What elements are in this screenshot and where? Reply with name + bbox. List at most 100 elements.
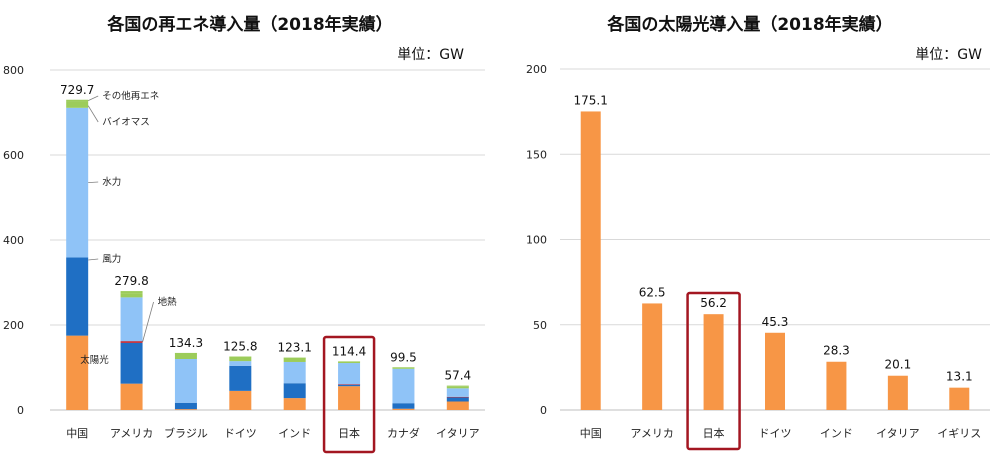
bar-segment-hydro — [446, 388, 469, 397]
bar-segment-hydro — [283, 361, 306, 384]
bar-segment-biomass — [229, 356, 252, 362]
x-tick-label: アメリカ — [630, 427, 673, 440]
series-annotation-solar: 太陽光 — [80, 354, 109, 366]
y-tick-label: 400 — [3, 234, 24, 247]
total-data-label: 729.7 — [60, 83, 94, 97]
bar-segment-wind — [392, 403, 415, 409]
annotation-leader-line — [88, 181, 99, 184]
bar-segment-biomass — [446, 386, 469, 389]
y-tick-label: 50 — [533, 319, 547, 332]
bar-data-label: 13.1 — [946, 370, 973, 384]
bar-segment-solar — [283, 398, 306, 410]
bar-segment-solar — [446, 401, 469, 410]
highlight-box — [686, 291, 741, 451]
solar-chart-title: 各国の太陽光導入量（2018年実績） — [607, 15, 893, 35]
bar-segment-solar — [120, 383, 143, 410]
x-tick-label: アメリカ — [110, 427, 153, 440]
total-data-label: 123.1 — [278, 341, 312, 355]
annotation-leader-line — [87, 105, 99, 123]
bar-segment-solar — [338, 386, 361, 410]
y-tick-label: 200 — [526, 63, 547, 76]
total-data-label: 57.4 — [444, 369, 471, 383]
bar-segment-other — [229, 356, 252, 358]
bar-segment-hydro — [392, 368, 415, 404]
bar-segment-biomass — [392, 367, 415, 369]
bar-data-label: 45.3 — [762, 315, 789, 329]
x-tick-label: ブラジル — [164, 426, 208, 440]
bar-segment-other — [338, 361, 361, 362]
total-data-label: 279.8 — [114, 274, 148, 288]
bar — [826, 361, 847, 410]
bar-data-label: 28.3 — [823, 344, 850, 358]
bar-segment-hydro — [338, 363, 361, 385]
x-tick-label: 中国 — [66, 427, 88, 440]
bar-segment-solar — [229, 390, 252, 410]
bar — [765, 332, 785, 410]
renewables-chart-title: 各国の再エネ導入量（2018年実績） — [107, 15, 393, 35]
annotation-leader-line — [142, 301, 154, 343]
y-tick-label: 200 — [3, 319, 24, 332]
bar-segment-biomass — [283, 357, 306, 362]
bar-segment-geothermal — [446, 396, 469, 398]
bar-segment-other — [446, 385, 469, 387]
bar-segment-biomass — [174, 353, 197, 359]
y-tick-label: 0 — [540, 404, 547, 417]
bar — [580, 111, 601, 410]
solar-bar-chart: 0 50 100 150 200 175.1 中国 62.5 アメリカ 56.2 日本 45.3 ドイツ… — [526, 63, 990, 451]
bar-segment-hydro — [120, 297, 143, 342]
bar-segment-hydro — [229, 361, 252, 366]
bar-segment-wind — [229, 365, 252, 391]
solar-unit-label: 単位：GW — [915, 47, 982, 63]
x-tick-label: ドイツ — [224, 427, 257, 440]
y-tick-label: 150 — [526, 148, 547, 161]
total-data-label: 99.5 — [390, 351, 417, 365]
y-tick-label: 100 — [526, 234, 547, 247]
bar — [642, 303, 663, 410]
bar-segment-wind — [174, 402, 197, 410]
bar-segment-solar — [174, 409, 197, 410]
y-tick-label: 600 — [3, 149, 24, 162]
bar-segment-wind — [446, 397, 469, 402]
x-tick-label: 日本 — [703, 426, 725, 440]
bar-segment-solar — [66, 335, 89, 410]
renewables-stacked-bar-chart: 0 200 400 600 800 729.7 中国 279.8 アメリカ 134.3 ブラジル 12… — [3, 64, 485, 454]
bar-data-label: 175.1 — [574, 93, 608, 107]
annotation-leader-line — [88, 258, 99, 261]
bar-segment-hydro — [66, 107, 89, 258]
x-tick-label: インド — [820, 427, 853, 440]
bar — [703, 314, 724, 410]
solar-chart-panel: 0 50 100 150 200 175.1 中国 62.5 アメリカ 56.2 日本 45.3 ドイツ… — [500, 0, 1000, 469]
x-tick-label: イタリア — [436, 427, 480, 440]
x-tick-label: 中国 — [580, 427, 602, 440]
bar-segment-other — [174, 352, 197, 354]
bar-segment-biomass — [120, 293, 143, 298]
bar-segment-biomass — [338, 361, 361, 364]
bar-segment-geothermal — [338, 384, 361, 385]
series-annotation-hydro: 水力 — [102, 176, 121, 188]
x-tick-label: イタリア — [876, 427, 920, 440]
annotation-leader-line — [88, 95, 99, 101]
x-tick-label: イギリス — [937, 427, 981, 440]
bar — [887, 375, 908, 410]
bar-segment-biomass — [66, 101, 89, 108]
x-tick-label: インド — [278, 427, 311, 440]
bar-segment-other — [66, 99, 89, 102]
series-annotation-biomass: バイオマス — [102, 117, 150, 128]
bar-segment-hydro — [174, 359, 197, 403]
x-tick-label: カナダ — [387, 426, 420, 440]
bar-segment-geothermal — [120, 341, 143, 343]
renewables-chart-panel: 0 200 400 600 800 729.7 中国 279.8 アメリカ 134.3 ブラジル 12… — [3, 15, 485, 454]
x-tick-label: 日本 — [338, 426, 360, 440]
bar-segment-solar — [392, 408, 415, 410]
bar-data-label: 56.2 — [700, 296, 727, 310]
total-data-label: 125.8 — [223, 340, 257, 354]
total-data-label: 114.4 — [332, 344, 366, 358]
y-tick-label: 0 — [17, 404, 24, 417]
series-annotation-other: その他再エネ — [102, 90, 159, 102]
bar-segment-wind — [66, 257, 89, 336]
bar-data-label: 62.5 — [639, 285, 666, 299]
bar-segment-other — [283, 357, 306, 359]
x-tick-label: ドイツ — [759, 427, 792, 440]
y-tick-label: 800 — [3, 64, 24, 77]
bar-segment-wind — [283, 383, 306, 399]
